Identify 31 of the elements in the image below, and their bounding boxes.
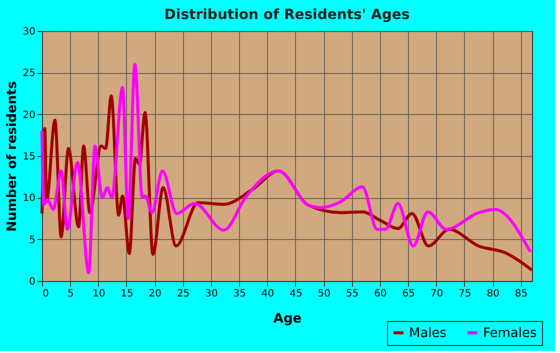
y-tick-label: 15 — [22, 152, 36, 162]
x-tick-label: 0 — [42, 288, 49, 300]
x-tick-label: 50 — [318, 288, 330, 300]
x-tick-label: 40 — [261, 288, 274, 300]
y-tick-label: 20 — [22, 110, 36, 121]
x-tick-label: 20 — [148, 288, 162, 300]
y-tick-label: 30 — [22, 26, 36, 38]
x-tick-label: 70 — [430, 288, 444, 300]
x-tick-label: 55 — [346, 288, 359, 300]
legend-label: Males — [409, 326, 447, 341]
x-tick-label: 85 — [514, 288, 528, 300]
x-tick-label: 35 — [233, 288, 246, 300]
legend-label: Females — [483, 326, 538, 341]
x-tick-label: 60 — [374, 288, 387, 300]
x-tick-label: 75 — [458, 288, 472, 300]
x-tick-label: 80 — [486, 288, 500, 300]
y-tick-label: 5 — [29, 234, 36, 246]
y-axis-title: Number of residents — [4, 80, 20, 232]
x-axis-title: Age — [273, 312, 302, 326]
x-tick-label: 25 — [176, 288, 190, 300]
chart-title: Distribution of Residents' Ages — [164, 7, 410, 23]
y-tick-label: 10 — [22, 193, 36, 204]
x-tick-label: 45 — [290, 288, 302, 300]
y-tick-label: 0 — [29, 276, 36, 288]
line-series — [40, 62, 532, 274]
x-tick-label: 30 — [205, 288, 218, 300]
x-tick-label: 10 — [92, 288, 106, 300]
x-tick-label: 5 — [67, 288, 74, 300]
y-tick-label: 25 — [22, 68, 36, 80]
x-tick-label: 15 — [120, 288, 134, 300]
x-tick-label: 65 — [402, 288, 415, 300]
